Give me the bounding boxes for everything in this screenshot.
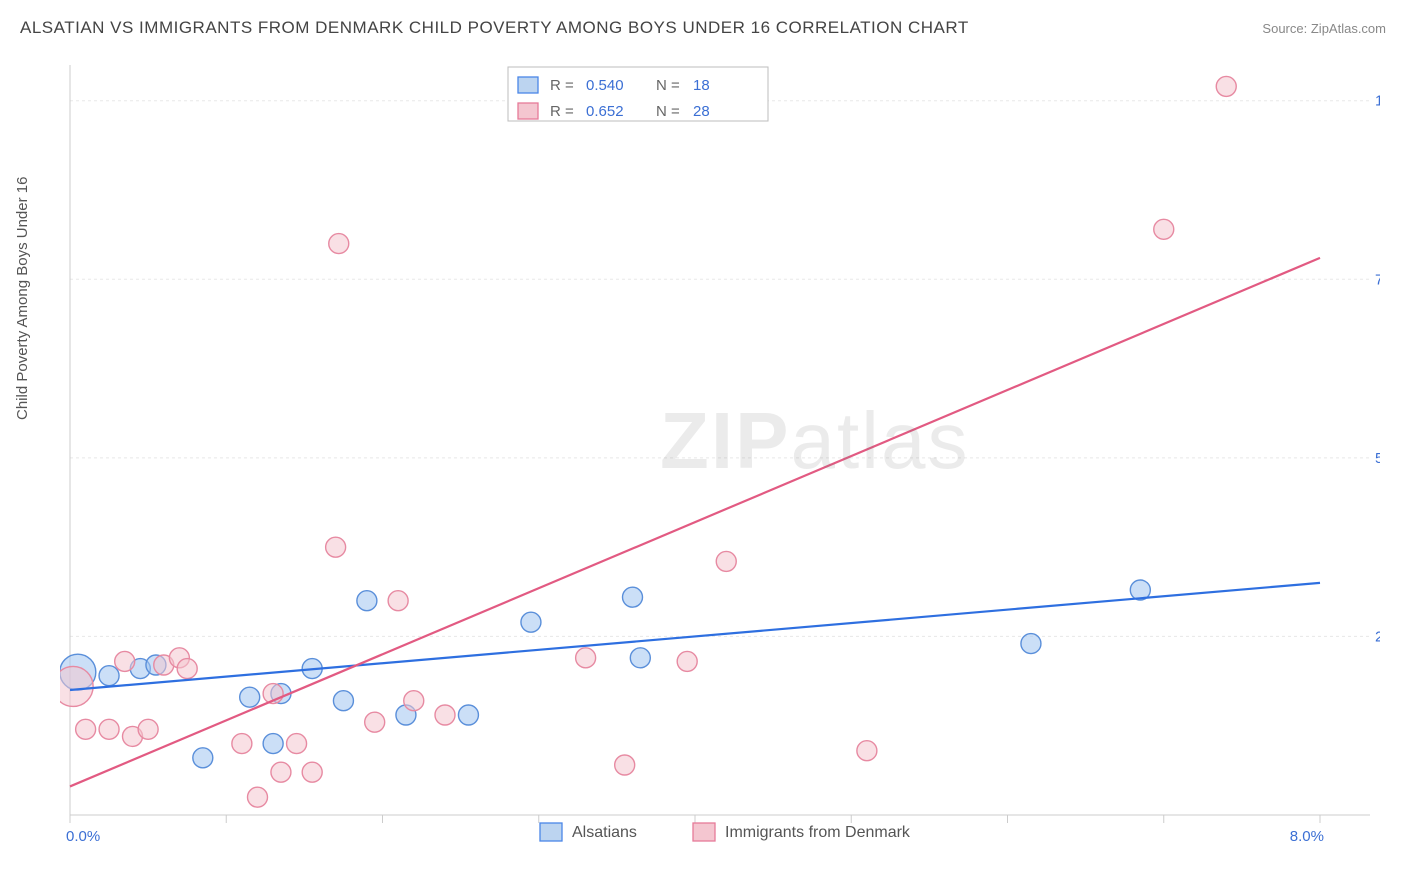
chart-area: ZIPatlas 25.0%50.0%75.0%100.0%0.0%8.0%R …: [60, 55, 1380, 845]
data-point: [404, 691, 424, 711]
data-point: [388, 591, 408, 611]
data-point: [365, 712, 385, 732]
legend-r-label: R =: [550, 77, 574, 94]
data-point: [326, 537, 346, 557]
data-point: [857, 741, 877, 761]
y-axis-label: Child Poverty Among Boys Under 16: [14, 177, 31, 420]
scatter-chart: 25.0% 50.0% 75.0% 100.0% 0.0% 8.0% R = 0.540 N =…: [60, 55, 1380, 865]
data-point: [60, 666, 93, 706]
data-point: [115, 651, 135, 671]
data-point: [271, 762, 291, 782]
data-point: [240, 687, 260, 707]
legend-n-label: N =: [656, 103, 680, 120]
data-point: [263, 734, 283, 754]
data-point: [435, 705, 455, 725]
legend-swatch: [518, 103, 538, 119]
x-tick-label: 8.0%: [1290, 828, 1324, 845]
legend-n-value: 18: [693, 77, 710, 94]
legend-series-label: Immigrants from Denmark: [725, 824, 911, 841]
data-point: [177, 659, 197, 679]
trend-line: [70, 258, 1320, 787]
legend-n-value: 28: [693, 103, 710, 120]
source-label: Source:: [1262, 21, 1307, 36]
data-point: [521, 612, 541, 632]
data-point: [576, 648, 596, 668]
data-point: [99, 719, 119, 739]
legend-r-value: 0.652: [586, 103, 624, 120]
data-point: [1216, 76, 1236, 96]
y-tick-label: 75.0%: [1375, 271, 1380, 288]
legend-swatch: [693, 823, 715, 841]
data-point: [677, 651, 697, 671]
source-link[interactable]: ZipAtlas.com: [1311, 21, 1386, 36]
x-tick-label: 0.0%: [66, 828, 100, 845]
legend-top-box: [508, 67, 768, 121]
legend-r-label: R =: [550, 103, 574, 120]
y-tick-label: 100.0%: [1375, 93, 1380, 110]
data-point: [333, 691, 353, 711]
legend-swatch: [518, 77, 538, 93]
data-point: [458, 705, 478, 725]
data-point: [1021, 634, 1041, 654]
legend-r-value: 0.540: [586, 77, 624, 94]
data-point: [357, 591, 377, 611]
legend-series-label: Alsatians: [572, 824, 637, 841]
data-point: [76, 719, 96, 739]
y-tick-label: 25.0%: [1375, 628, 1380, 645]
data-point: [630, 648, 650, 668]
data-point: [232, 734, 252, 754]
source-attribution: Source: ZipAtlas.com: [1262, 21, 1386, 36]
legend-n-label: N =: [656, 77, 680, 94]
data-point: [329, 234, 349, 254]
data-point: [287, 734, 307, 754]
data-point: [716, 551, 736, 571]
data-point: [1154, 219, 1174, 239]
data-point: [302, 762, 322, 782]
chart-title: ALSATIAN VS IMMIGRANTS FROM DENMARK CHIL…: [20, 18, 969, 38]
legend-swatch: [540, 823, 562, 841]
data-point: [615, 755, 635, 775]
y-tick-label: 50.0%: [1375, 450, 1380, 467]
data-point: [193, 748, 213, 768]
data-point: [99, 666, 119, 686]
data-point: [623, 587, 643, 607]
data-point: [248, 787, 268, 807]
data-point: [138, 719, 158, 739]
header-row: ALSATIAN VS IMMIGRANTS FROM DENMARK CHIL…: [20, 18, 1386, 38]
